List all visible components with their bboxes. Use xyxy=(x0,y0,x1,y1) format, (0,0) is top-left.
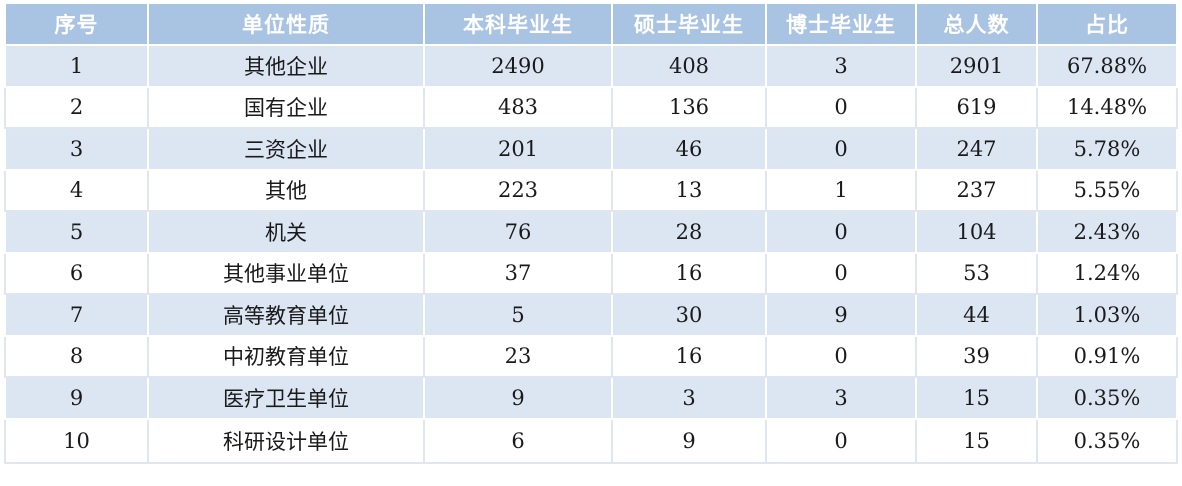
cell-doctor: 3 xyxy=(765,376,917,420)
cell-master: 46 xyxy=(611,127,767,171)
cell-ratio: 2.43% xyxy=(1036,210,1178,254)
cell-ratio: 0.35% xyxy=(1036,376,1178,420)
cell-bachelor: 5 xyxy=(423,293,613,337)
cell-ratio: 1.03% xyxy=(1036,293,1178,337)
cell-bachelor: 223 xyxy=(423,168,613,212)
table-row: 3 三资企业 201 46 0 247 5.78% xyxy=(4,127,1178,171)
cell-total: 619 xyxy=(915,85,1038,129)
column-header-ratio: 占比 xyxy=(1036,2,1178,46)
cell-master: 3 xyxy=(611,376,767,420)
column-header-no: 序号 xyxy=(4,2,149,46)
cell-unit-nature: 科研设计单位 xyxy=(147,417,425,464)
cell-ratio: 0.35% xyxy=(1036,417,1178,464)
cell-doctor: 1 xyxy=(765,168,917,212)
cell-no: 10 xyxy=(4,417,149,464)
cell-total: 247 xyxy=(915,127,1038,171)
cell-master: 28 xyxy=(611,210,767,254)
cell-bachelor: 23 xyxy=(423,334,613,378)
cell-no: 9 xyxy=(4,376,149,420)
cell-unit-nature: 国有企业 xyxy=(147,85,425,129)
column-header-total: 总人数 xyxy=(915,2,1038,46)
cell-unit-nature: 其他 xyxy=(147,168,425,212)
cell-no: 6 xyxy=(4,251,149,295)
cell-doctor: 3 xyxy=(765,44,917,88)
cell-ratio: 5.55% xyxy=(1036,168,1178,212)
cell-ratio: 0.91% xyxy=(1036,334,1178,378)
cell-doctor: 0 xyxy=(765,251,917,295)
cell-unit-nature: 其他事业单位 xyxy=(147,251,425,295)
cell-no: 7 xyxy=(4,293,149,337)
table-row: 4 其他 223 13 1 237 5.55% xyxy=(4,168,1178,212)
table-row: 5 机关 76 28 0 104 2.43% xyxy=(4,210,1178,254)
employment-table-container: 序号 单位性质 本科毕业生 硕士毕业生 博士毕业生 总人数 占比 1 其他企业 … xyxy=(4,2,1178,464)
cell-doctor: 0 xyxy=(765,210,917,254)
cell-master: 16 xyxy=(611,334,767,378)
cell-no: 5 xyxy=(4,210,149,254)
cell-no: 1 xyxy=(4,44,149,88)
cell-master: 9 xyxy=(611,417,767,464)
cell-total: 39 xyxy=(915,334,1038,378)
table-row: 2 国有企业 483 136 0 619 14.48% xyxy=(4,85,1178,129)
cell-bachelor: 201 xyxy=(423,127,613,171)
table-row: 8 中初教育单位 23 16 0 39 0.91% xyxy=(4,334,1178,378)
table-row: 1 其他企业 2490 408 3 2901 67.88% xyxy=(4,44,1178,88)
header-row: 序号 单位性质 本科毕业生 硕士毕业生 博士毕业生 总人数 占比 xyxy=(4,2,1178,46)
cell-unit-nature: 中初教育单位 xyxy=(147,334,425,378)
cell-unit-nature: 高等教育单位 xyxy=(147,293,425,337)
cell-total: 15 xyxy=(915,376,1038,420)
cell-total: 104 xyxy=(915,210,1038,254)
cell-master: 408 xyxy=(611,44,767,88)
cell-doctor: 0 xyxy=(765,334,917,378)
cell-ratio: 1.24% xyxy=(1036,251,1178,295)
employment-by-unit-table: 序号 单位性质 本科毕业生 硕士毕业生 博士毕业生 总人数 占比 1 其他企业 … xyxy=(4,2,1178,464)
cell-total: 44 xyxy=(915,293,1038,337)
cell-total: 15 xyxy=(915,417,1038,464)
cell-ratio: 14.48% xyxy=(1036,85,1178,129)
table-row: 6 其他事业单位 37 16 0 53 1.24% xyxy=(4,251,1178,295)
cell-total: 2901 xyxy=(915,44,1038,88)
cell-unit-nature: 其他企业 xyxy=(147,44,425,88)
cell-ratio: 67.88% xyxy=(1036,44,1178,88)
cell-bachelor: 6 xyxy=(423,417,613,464)
cell-unit-nature: 机关 xyxy=(147,210,425,254)
cell-doctor: 0 xyxy=(765,85,917,129)
cell-total: 53 xyxy=(915,251,1038,295)
column-header-doctor: 博士毕业生 xyxy=(765,2,917,46)
cell-bachelor: 9 xyxy=(423,376,613,420)
column-header-unit-nature: 单位性质 xyxy=(147,2,425,46)
cell-no: 4 xyxy=(4,168,149,212)
column-header-master: 硕士毕业生 xyxy=(611,2,767,46)
cell-bachelor: 37 xyxy=(423,251,613,295)
cell-unit-nature: 三资企业 xyxy=(147,127,425,171)
cell-master: 30 xyxy=(611,293,767,337)
cell-no: 8 xyxy=(4,334,149,378)
column-header-bachelor: 本科毕业生 xyxy=(423,2,613,46)
cell-master: 136 xyxy=(611,85,767,129)
table-row: 9 医疗卫生单位 9 3 3 15 0.35% xyxy=(4,376,1178,420)
cell-doctor: 0 xyxy=(765,127,917,171)
cell-no: 2 xyxy=(4,85,149,129)
cell-bachelor: 2490 xyxy=(423,44,613,88)
table-header: 序号 单位性质 本科毕业生 硕士毕业生 博士毕业生 总人数 占比 xyxy=(4,2,1178,46)
table-row: 10 科研设计单位 6 9 0 15 0.35% xyxy=(4,417,1178,464)
cell-doctor: 9 xyxy=(765,293,917,337)
cell-bachelor: 483 xyxy=(423,85,613,129)
cell-bachelor: 76 xyxy=(423,210,613,254)
cell-ratio: 5.78% xyxy=(1036,127,1178,171)
cell-doctor: 0 xyxy=(765,417,917,464)
cell-master: 16 xyxy=(611,251,767,295)
cell-total: 237 xyxy=(915,168,1038,212)
cell-no: 3 xyxy=(4,127,149,171)
cell-unit-nature: 医疗卫生单位 xyxy=(147,376,425,420)
table-body: 1 其他企业 2490 408 3 2901 67.88% 2 国有企业 483… xyxy=(4,44,1178,464)
cell-master: 13 xyxy=(611,168,767,212)
table-row: 7 高等教育单位 5 30 9 44 1.03% xyxy=(4,293,1178,337)
